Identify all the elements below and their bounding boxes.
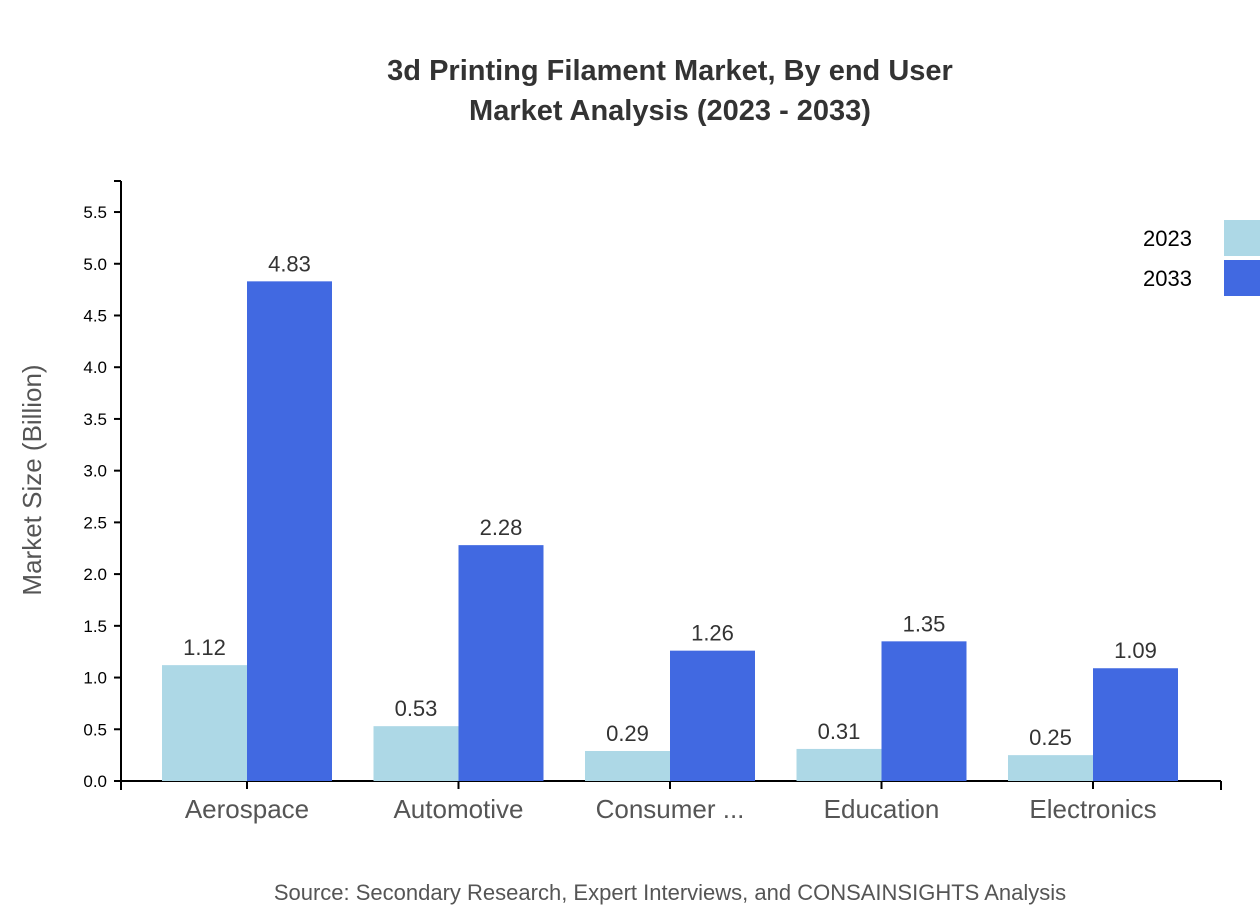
bar-2023-education <box>796 748 882 781</box>
x-tick-label: Education <box>824 794 940 824</box>
y-axis-label: Market Size (Billion) <box>17 364 47 595</box>
y-tick-label: 2.0 <box>83 565 107 584</box>
y-tick-label: 4.5 <box>83 306 107 325</box>
bar-2033-education <box>881 641 967 781</box>
bar-2023-automotive <box>373 726 459 781</box>
data-label: 0.31 <box>818 719 861 744</box>
chart-title: 3d Printing Filament Market, By end User <box>387 55 953 87</box>
legend-label: 2023 <box>1143 226 1192 251</box>
y-tick-label: 5.5 <box>83 203 107 222</box>
bars: 1.12 4.83 0.53 2.28 0.29 1.26 0.31 1.35 0.25 1.09 <box>162 251 1178 781</box>
y-tick-label: 1.0 <box>83 669 107 688</box>
y-tick-label: 0.0 <box>83 772 107 791</box>
legend-swatch-2023 <box>1224 220 1260 256</box>
legend: 2023 2033 <box>1143 220 1260 296</box>
chart-subtitle: Market Analysis (2023 - 2033) <box>469 95 871 127</box>
x-tick-label: Aerospace <box>185 794 309 824</box>
data-label: 0.25 <box>1029 725 1072 750</box>
y-tick-label: 1.5 <box>83 617 107 636</box>
y-tick-label: 4.0 <box>83 358 107 377</box>
source-note: Source: Secondary Research, Expert Inter… <box>274 880 1066 905</box>
bar-2023-electronics <box>1008 755 1093 781</box>
bar-2033-automotive <box>458 545 544 781</box>
y-tick-label: 2.5 <box>83 513 107 532</box>
legend-label: 2033 <box>1143 266 1192 291</box>
x-tick-label: Automotive <box>393 794 523 824</box>
data-label: 1.35 <box>903 611 946 636</box>
x-tick-label: Consumer ... <box>596 794 745 824</box>
data-label: 0.29 <box>606 721 649 746</box>
y-tick-label: 3.0 <box>83 462 107 481</box>
bar-2023-consumer <box>585 751 670 781</box>
bar-2023-aerospace <box>162 665 247 781</box>
y-tick-label: 5.0 <box>83 255 107 274</box>
data-label: 1.12 <box>183 635 226 660</box>
legend-swatch-2033 <box>1224 260 1260 296</box>
bar-2033-aerospace <box>247 281 332 781</box>
y-tick-label: 0.5 <box>83 720 107 739</box>
data-label: 2.28 <box>480 515 523 540</box>
data-label: 0.53 <box>395 696 438 721</box>
bar-2033-electronics <box>1093 668 1178 781</box>
y-tick-label: 3.5 <box>83 410 107 429</box>
data-label: 1.26 <box>691 621 734 646</box>
x-tick-label: Electronics <box>1029 794 1156 824</box>
data-label: 1.09 <box>1114 638 1157 663</box>
data-label: 4.83 <box>268 251 311 276</box>
bar-2033-consumer <box>670 650 755 781</box>
